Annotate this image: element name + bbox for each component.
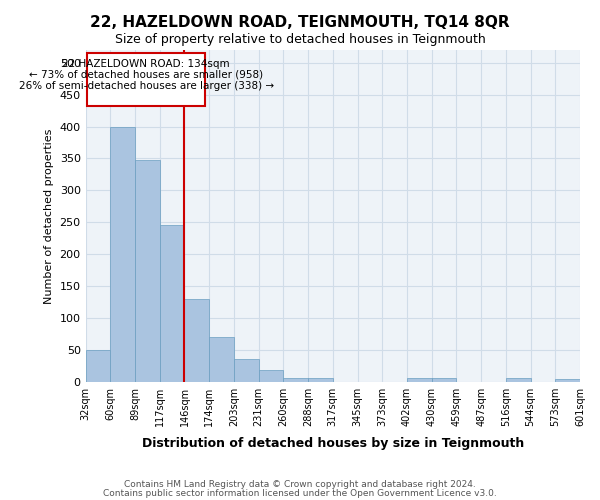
Text: 26% of semi-detached houses are larger (338) →: 26% of semi-detached houses are larger (… <box>19 80 274 90</box>
Bar <box>86 350 110 382</box>
Bar <box>506 378 530 382</box>
Text: 22, HAZELDOWN ROAD, TEIGNMOUTH, TQ14 8QR: 22, HAZELDOWN ROAD, TEIGNMOUTH, TQ14 8QR <box>90 15 510 30</box>
Bar <box>209 337 234 382</box>
Text: Contains public sector information licensed under the Open Government Licence v3: Contains public sector information licen… <box>103 488 497 498</box>
Text: 22 HAZELDOWN ROAD: 134sqm: 22 HAZELDOWN ROAD: 134sqm <box>62 59 230 69</box>
Bar <box>431 378 457 382</box>
Y-axis label: Number of detached properties: Number of detached properties <box>44 128 54 304</box>
Bar <box>184 298 209 382</box>
Text: ← 73% of detached houses are smaller (958): ← 73% of detached houses are smaller (95… <box>29 70 263 80</box>
Bar <box>135 160 160 382</box>
Bar <box>110 126 135 382</box>
Text: Contains HM Land Registry data © Crown copyright and database right 2024.: Contains HM Land Registry data © Crown c… <box>124 480 476 489</box>
Bar <box>234 360 259 382</box>
Bar <box>308 378 333 382</box>
Bar <box>259 370 283 382</box>
Bar <box>160 226 184 382</box>
Text: Size of property relative to detached houses in Teignmouth: Size of property relative to detached ho… <box>115 32 485 46</box>
Bar <box>283 378 308 382</box>
Bar <box>555 379 580 382</box>
Bar <box>87 52 205 106</box>
X-axis label: Distribution of detached houses by size in Teignmouth: Distribution of detached houses by size … <box>142 437 524 450</box>
Bar <box>407 378 431 382</box>
